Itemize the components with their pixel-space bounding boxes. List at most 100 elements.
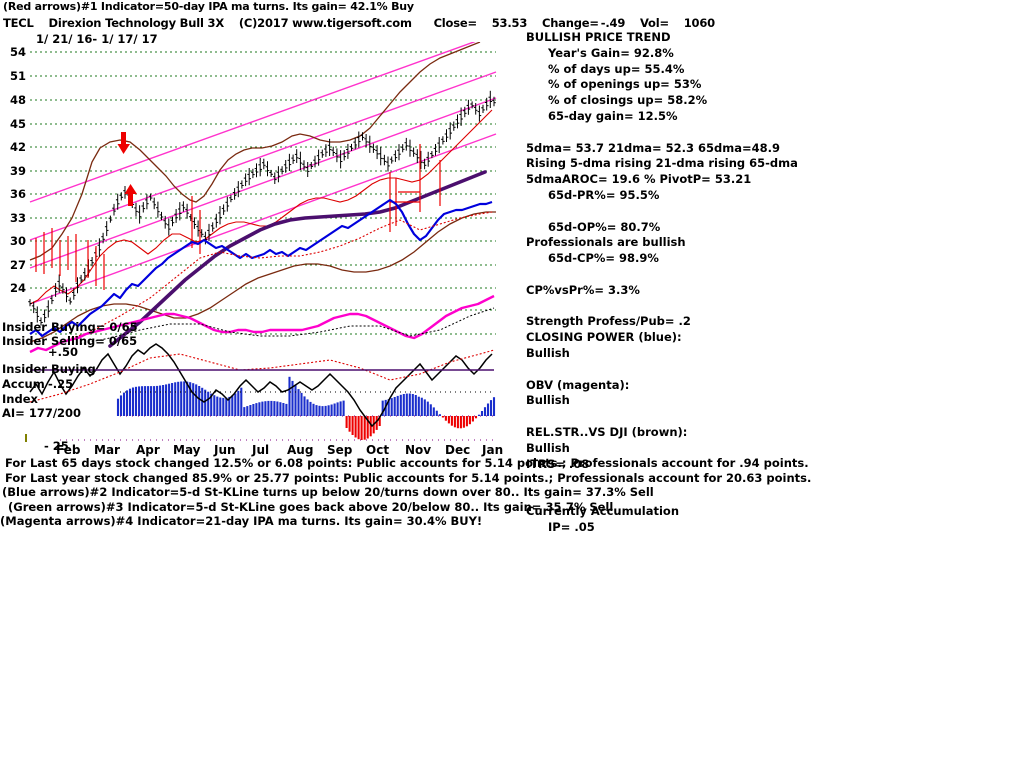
price-axis-label: 24 [9, 281, 26, 295]
price-axis-label: 54 [9, 45, 26, 59]
price-bar [178, 202, 182, 221]
strength-profess-pub: Strength Profess/Pub= .2 [526, 314, 691, 329]
relstr-status: Bullish [526, 440, 570, 455]
price-axis-label: 51 [9, 69, 26, 83]
price-bar [236, 181, 241, 198]
spacer [526, 299, 856, 315]
price-bar [170, 216, 175, 227]
price-bar [305, 162, 310, 177]
price-bar [470, 101, 474, 109]
price-bar [382, 154, 387, 166]
obv-line [29, 294, 495, 354]
footer-line-magenta-arrows: (Magenta arrows)#4 Indicator=21-day IPA … [0, 514, 483, 529]
price-bar [338, 150, 343, 169]
close-value: 53.53 [491, 16, 528, 30]
price-bar [265, 161, 270, 177]
price-chart[interactable] [0, 42, 500, 442]
price-bar [75, 277, 80, 294]
volume-value: 1060 [683, 16, 715, 30]
price-bar [269, 169, 273, 177]
price-axis-label: 36 [9, 187, 26, 201]
price-bar [232, 188, 237, 200]
price-bar [112, 203, 116, 216]
price-bar [389, 156, 394, 164]
analysis-panel: BULLISH PRICE TREND Year's Gain= 92.8% %… [526, 30, 856, 536]
price-bar [298, 151, 303, 170]
price-bar [185, 203, 189, 219]
price-bar [214, 213, 219, 228]
close-label: Close= [433, 16, 478, 30]
indicator-headline: (Red arrows)#1 Indicator=50-day IPA ma t… [3, 0, 414, 13]
price-axis-label: 48 [9, 93, 26, 107]
price-bar [31, 301, 36, 314]
closing-power-ma [59, 211, 493, 343]
price-bar [371, 143, 376, 153]
price-bar [430, 151, 434, 159]
month-axis: Feb Mar Apr May Jun Jul Aug Sep Oct Nov Dec Jan [30, 443, 504, 459]
days-up: % of days up= 55.4% [548, 61, 685, 76]
price-bar [148, 193, 153, 201]
month-axis-label: May [173, 443, 201, 457]
price-bar [104, 221, 109, 237]
price-bar [441, 136, 445, 145]
ip-value: IP= .05 [548, 519, 595, 534]
price-bar [68, 297, 72, 305]
price-bar [375, 145, 379, 160]
copyright-notice: (C)2017 www.tigersoft.com [238, 16, 412, 30]
month-axis-label: Sep [327, 443, 353, 457]
price-bar [411, 147, 416, 157]
price-bar [346, 143, 350, 159]
price-bar [404, 137, 409, 151]
price-bar [243, 173, 248, 187]
footer-line-lastyear: For Last year stock changed 85.9% or 25.… [5, 470, 812, 485]
price-bar [64, 287, 69, 303]
red-moving-average [29, 109, 493, 305]
price-bar [393, 150, 398, 162]
price-bar [422, 158, 427, 170]
price-bar [221, 204, 226, 215]
obv-header: OBV (magenta): [526, 377, 630, 392]
price-bar [327, 138, 332, 156]
dma-values: 5dma= 53.7 21dma= 52.3 65dma=48.9 [526, 140, 780, 155]
accumulation-index-ma [29, 349, 495, 403]
price-bar [61, 283, 65, 294]
price-axis-label: 39 [9, 164, 26, 178]
month-axis-label: Jan [482, 443, 504, 457]
footer-line-green-arrows: (Green arrows)#3 Indicator=5-d St-KLine … [8, 499, 614, 514]
spacer [526, 362, 856, 378]
price-bar [353, 137, 357, 150]
price-bar [35, 306, 40, 323]
price-bar [294, 149, 299, 163]
price-bar [174, 209, 178, 223]
brown-moving-average [29, 42, 496, 343]
price-axis-label: 30 [9, 234, 26, 248]
month-axis-label: Oct [366, 443, 390, 457]
price-bar [251, 168, 255, 179]
price-bar [101, 232, 105, 244]
price-bar [463, 106, 467, 118]
price-bar [452, 121, 456, 131]
price-bar [83, 267, 87, 281]
price-axis-label: 42 [9, 140, 26, 154]
insider-buying-label: Insider Buying [2, 362, 96, 376]
obv-moving-average [79, 307, 495, 345]
price-bar [280, 166, 284, 175]
price-bar [473, 103, 478, 115]
price-bar [364, 134, 368, 147]
month-axis-label: Apr [136, 443, 160, 457]
op-percent: 65d-OP%= 80.7% [548, 219, 661, 234]
price-bar [342, 150, 346, 161]
plus-point-five-label: +.50 [48, 345, 79, 359]
price-bar [276, 166, 281, 183]
accumulation-status: Currently Accumulation [526, 503, 680, 518]
price-bar [207, 223, 211, 242]
price-bar [291, 154, 295, 164]
price-bar [218, 206, 222, 225]
month-axis-label: Mar [94, 443, 120, 457]
accum-label: Accum [2, 377, 45, 391]
price-bar [400, 144, 405, 153]
price-bar [137, 205, 142, 224]
bottom-dotted-ref [60, 415, 494, 441]
insider-selling-count-label: Insider Selling= 0/65 [2, 334, 138, 348]
price-bar [72, 288, 76, 300]
